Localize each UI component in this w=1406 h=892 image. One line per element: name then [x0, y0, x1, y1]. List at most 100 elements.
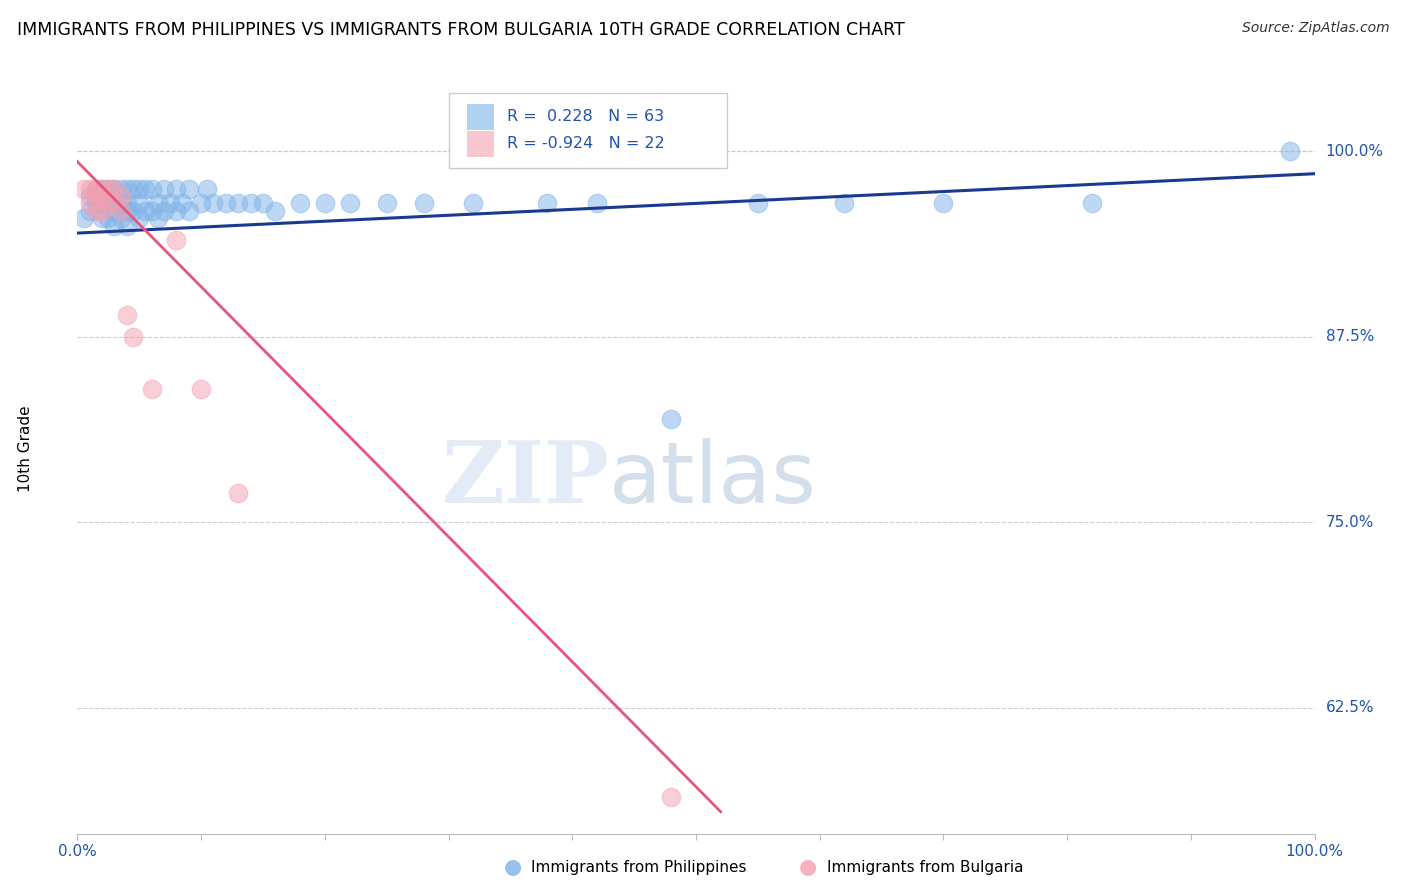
Text: 10th Grade: 10th Grade: [18, 405, 32, 491]
FancyBboxPatch shape: [467, 131, 495, 157]
Point: [84, 203, 107, 218]
Point: [1081, 196, 1104, 211]
Point: [226, 485, 249, 500]
Point: [141, 203, 163, 218]
Point: [110, 196, 132, 211]
Point: [79, 196, 101, 211]
Point: [159, 196, 181, 211]
Text: 100.0%: 100.0%: [1326, 144, 1384, 159]
Point: [190, 196, 212, 211]
Point: [103, 181, 125, 195]
Point: [463, 196, 485, 211]
Point: [153, 181, 176, 195]
Point: [79, 181, 101, 195]
Point: [72, 211, 94, 226]
Point: [110, 181, 132, 195]
Point: [110, 211, 132, 226]
Point: [747, 196, 769, 211]
Point: [115, 181, 138, 195]
Point: [288, 196, 311, 211]
Point: [141, 181, 163, 195]
Point: [91, 211, 114, 226]
Point: [239, 196, 262, 211]
Point: [202, 196, 225, 211]
Point: [115, 196, 138, 211]
Point: [536, 196, 558, 211]
Text: ●: ●: [800, 857, 817, 877]
Point: [110, 203, 132, 218]
Point: [195, 181, 218, 195]
Point: [115, 203, 138, 218]
Point: [91, 189, 114, 203]
Point: [91, 181, 114, 195]
Text: atlas: atlas: [609, 438, 817, 521]
Point: [122, 181, 145, 195]
Point: [110, 189, 132, 203]
Point: [128, 196, 150, 211]
Point: [226, 196, 249, 211]
Point: [252, 196, 274, 211]
Point: [141, 382, 163, 396]
Point: [91, 181, 114, 195]
Point: [128, 181, 150, 195]
Point: [215, 196, 238, 211]
Text: Source: ZipAtlas.com: Source: ZipAtlas.com: [1241, 21, 1389, 35]
Point: [128, 211, 150, 226]
Point: [165, 234, 187, 248]
Point: [84, 181, 107, 195]
Point: [165, 181, 187, 195]
Point: [146, 196, 169, 211]
Point: [97, 196, 120, 211]
Point: [339, 196, 361, 211]
Point: [122, 203, 145, 218]
Point: [84, 181, 107, 195]
Point: [115, 308, 138, 322]
Point: [97, 196, 120, 211]
FancyBboxPatch shape: [449, 93, 727, 169]
Point: [72, 181, 94, 195]
Point: [177, 181, 200, 195]
Point: [115, 219, 138, 233]
Point: [79, 203, 101, 218]
Text: ZIP: ZIP: [441, 437, 609, 521]
Point: [103, 219, 125, 233]
Text: 75.0%: 75.0%: [1326, 515, 1374, 530]
Point: [146, 211, 169, 226]
Point: [165, 203, 187, 218]
Point: [659, 411, 682, 425]
Point: [375, 196, 398, 211]
Point: [79, 189, 101, 203]
Text: 87.5%: 87.5%: [1326, 329, 1374, 344]
Point: [97, 181, 120, 195]
Point: [412, 196, 434, 211]
Point: [84, 196, 107, 211]
Point: [932, 196, 955, 211]
Point: [103, 196, 125, 211]
Point: [122, 330, 145, 344]
Point: [264, 203, 287, 218]
Point: [91, 203, 114, 218]
Point: [659, 789, 682, 804]
Point: [586, 196, 609, 211]
Text: IMMIGRANTS FROM PHILIPPINES VS IMMIGRANTS FROM BULGARIA 10TH GRADE CORRELATION C: IMMIGRANTS FROM PHILIPPINES VS IMMIGRANT…: [17, 21, 904, 38]
Point: [834, 196, 856, 211]
Point: [103, 196, 125, 211]
Point: [1278, 145, 1301, 159]
Point: [103, 181, 125, 195]
Text: 62.5%: 62.5%: [1326, 700, 1374, 715]
Point: [190, 382, 212, 396]
Text: R =  0.228   N = 63: R = 0.228 N = 63: [506, 110, 664, 124]
FancyBboxPatch shape: [467, 104, 495, 129]
Point: [134, 203, 156, 218]
Text: ●: ●: [505, 857, 522, 877]
Point: [84, 189, 107, 203]
Point: [153, 203, 176, 218]
Text: Immigrants from Bulgaria: Immigrants from Bulgaria: [827, 860, 1024, 874]
Point: [97, 181, 120, 195]
Point: [91, 196, 114, 211]
Point: [172, 196, 194, 211]
Point: [134, 181, 156, 195]
Text: Immigrants from Philippines: Immigrants from Philippines: [531, 860, 747, 874]
Point: [314, 196, 336, 211]
Point: [177, 203, 200, 218]
